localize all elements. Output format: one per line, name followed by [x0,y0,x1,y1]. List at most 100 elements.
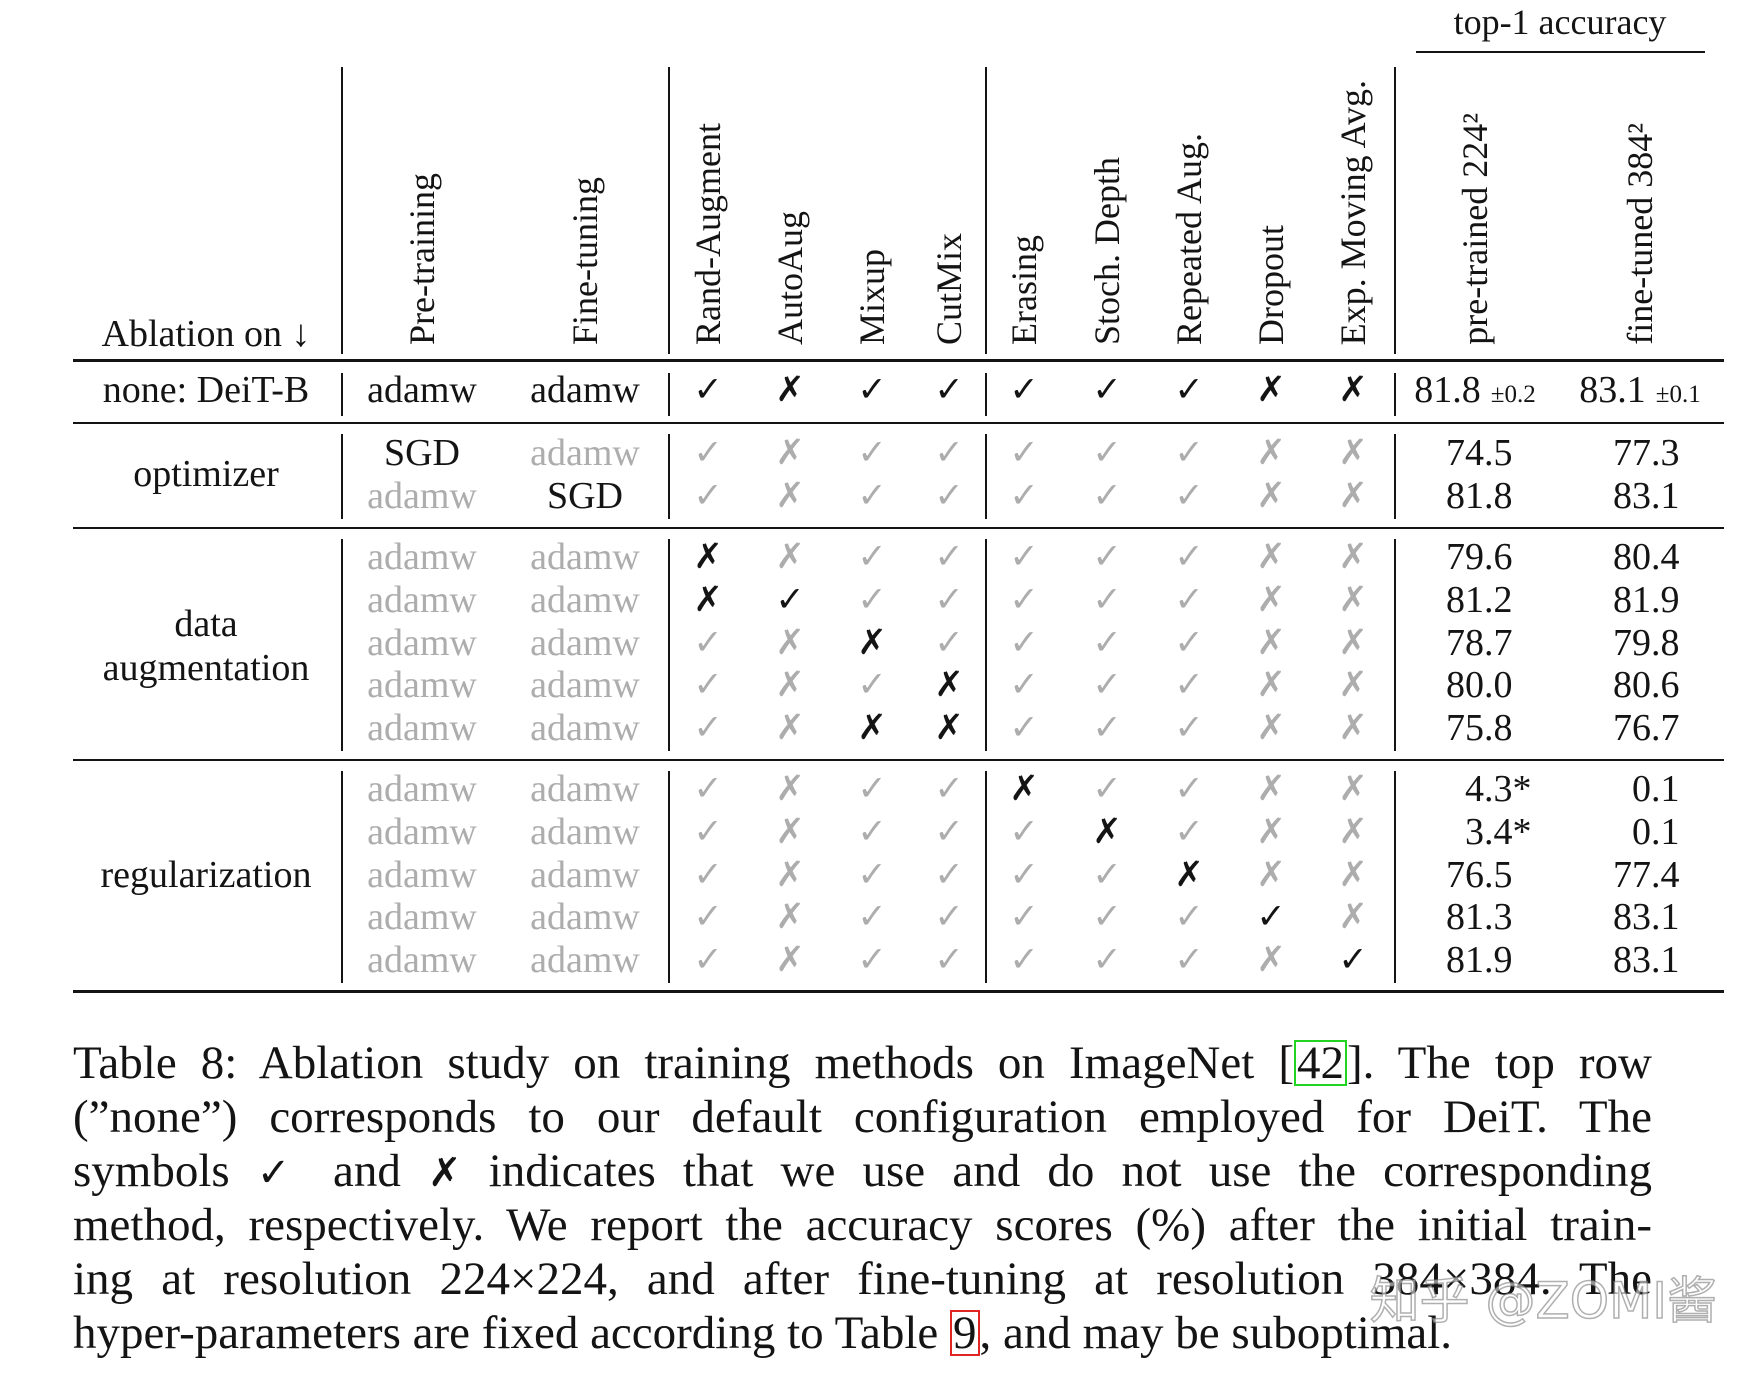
accuracy-integer-part: 80 [1613,536,1651,578]
accuracy-value: 83.1 [1579,369,1646,411]
caption-text: Table 8: Ablation study on training meth… [73,1037,1295,1089]
horizontal-rule [73,358,1724,362]
pre-training-cell: SGD [383,432,461,474]
accuracy-fraction-part: .0 [1484,664,1513,706]
check-mark-icon: ✓ [857,433,887,473]
caption-text: ]. The top row [1347,1037,1652,1089]
pre-training-cell: adamw [367,579,477,621]
pre-training-cell: adamw [367,811,477,853]
caption-line: Table 8: Ablation study on training meth… [73,1036,1652,1090]
check-mark-icon: ✓ [934,940,964,980]
accuracy-fraction-part: .5 [1484,854,1513,896]
accuracy-value-pretrained: 4.3* [1374,768,1594,810]
row-header: Ablation on ↓ [101,313,311,355]
pre-training-cell: adamw [367,622,477,664]
cross-mark-icon: ✗ [934,665,964,705]
vertical-rule [1394,373,1396,416]
accuracy-fraction-part: .5 [1484,432,1513,474]
cross-mark-icon: ✗ [1256,769,1286,809]
check-mark-icon: ✓ [934,623,964,663]
accuracy-value-finetuned: 83.1 [1541,896,1750,938]
cross-mark-icon: ✗ [1338,708,1368,748]
accuracy-value-pretrained: 75.8 [1374,707,1594,749]
cross-mark-icon: ✗ [775,897,805,937]
check-mark-icon: ✓ [1092,708,1122,748]
pre-training-cell: adamw [367,664,477,706]
cross-mark-icon: ✗ [1338,537,1368,577]
cross-mark-icon: ✗ [775,812,805,852]
accuracy-value-pretrained: 79.6 [1374,536,1594,578]
check-mark-icon: ✓ [934,580,964,620]
pre-training-cell: adamw [367,854,477,896]
fine-tuning-cell: adamw [530,939,640,981]
fine-tuning-cell: adamw [530,432,640,474]
fine-tuning-cell: adamw [530,811,640,853]
check-mark-icon: ✓ [1174,665,1204,705]
accuracy-group-header: top-1 accuracy [1453,2,1667,42]
accuracy-value-pretrained: 81.9 [1374,939,1594,981]
check-mark-icon: ✓ [1092,940,1122,980]
check-mark-icon: ✓ [1174,433,1204,473]
accuracy-integer-part: 83 [1613,896,1651,938]
check-mark-icon: ✓ [934,370,964,410]
accuracy-value-pretrained: 80.0 [1374,664,1594,706]
column-header-pre-training: Pre-training [402,173,442,345]
check-mark-icon: ✓ [1092,433,1122,473]
accuracy-value-finetuned: 0.1 [1541,768,1750,810]
check-mark-icon: ✓ [857,580,887,620]
check-mark-icon: ✓ [693,370,723,410]
vertical-rule [668,373,670,416]
accuracy-fraction-part: .7 [1651,707,1680,749]
accuracy-integer-part: 81 [1446,939,1484,981]
vertical-rule [1394,434,1396,519]
cross-mark-icon: ✗ [1092,812,1122,852]
accuracy-header-underline [1416,51,1705,53]
pre-training-cell: adamw [367,475,477,517]
column-header-erasing: Erasing [1004,235,1044,345]
check-mark-icon: ✓ [1338,940,1368,980]
vertical-rule [341,771,343,983]
check-mark-icon: ✓ [1174,708,1204,748]
column-header-fine-tuning: Fine-tuning [565,177,605,345]
accuracy-fraction-part: .1 [1651,939,1680,981]
check-mark-icon: ✓ [1174,370,1204,410]
cross-mark-icon: ✗ [1338,769,1368,809]
check-mark-icon: ✓ [1009,370,1039,410]
cross-mark-icon: ✗ [1256,812,1286,852]
reference-link[interactable]: 42 [1294,1040,1348,1087]
check-mark-icon: ✓ [1092,769,1122,809]
column-header-dropout: Dropout [1251,225,1291,345]
cross-mark-icon: ✗ [1338,370,1368,410]
cross-mark-icon: ✗ [693,580,723,620]
caption-line: symbols ✓ and ✗ indicates that we use an… [73,1144,1652,1198]
cross-mark-icon: ✗ [1256,580,1286,620]
caption-line: method, respectively. We report the accu… [73,1198,1652,1252]
accuracy-integer-part: 0 [1632,811,1651,853]
check-mark-icon: ✓ [775,580,805,620]
check-mark-icon: ✓ [934,769,964,809]
check-mark-icon: ✓ [1092,580,1122,620]
accuracy-integer-part: 83 [1613,939,1651,981]
accuracy-value-pretrained: 81.3 [1374,896,1594,938]
check-mark-icon: ✓ [1092,855,1122,895]
accuracy-fraction-part: .3 [1651,432,1680,474]
check-mark-icon: ✓ [693,665,723,705]
accuracy-integer-part: 76 [1446,854,1484,896]
accuracy-integer-part: 74 [1446,432,1484,474]
check-mark-icon: ✓ [857,812,887,852]
pre-training-cell: adamw [367,536,477,578]
pre-training-cell: adamw [367,768,477,810]
reference-link[interactable]: 9 [950,1310,980,1357]
accuracy-integer-part: 77 [1613,854,1651,896]
accuracy-fraction-part: .1 [1651,768,1680,810]
accuracy-value-finetuned: 0.1 [1541,811,1750,853]
check-mark-icon: ✓ [1009,537,1039,577]
accuracy-integer-part: 79 [1446,536,1484,578]
check-mark-icon: ✓ [934,433,964,473]
accuracy-value-pretrained: 81.8 [1374,475,1594,517]
accuracy-fraction-part: .1 [1651,811,1680,853]
watermark: 知乎 @ZOMI酱 [1369,1271,1718,1331]
check-mark-icon: ✓ [693,433,723,473]
accuracy-value-finetuned: 83.1 [1541,475,1750,517]
caption-text: , and may be suboptimal. [979,1307,1453,1359]
